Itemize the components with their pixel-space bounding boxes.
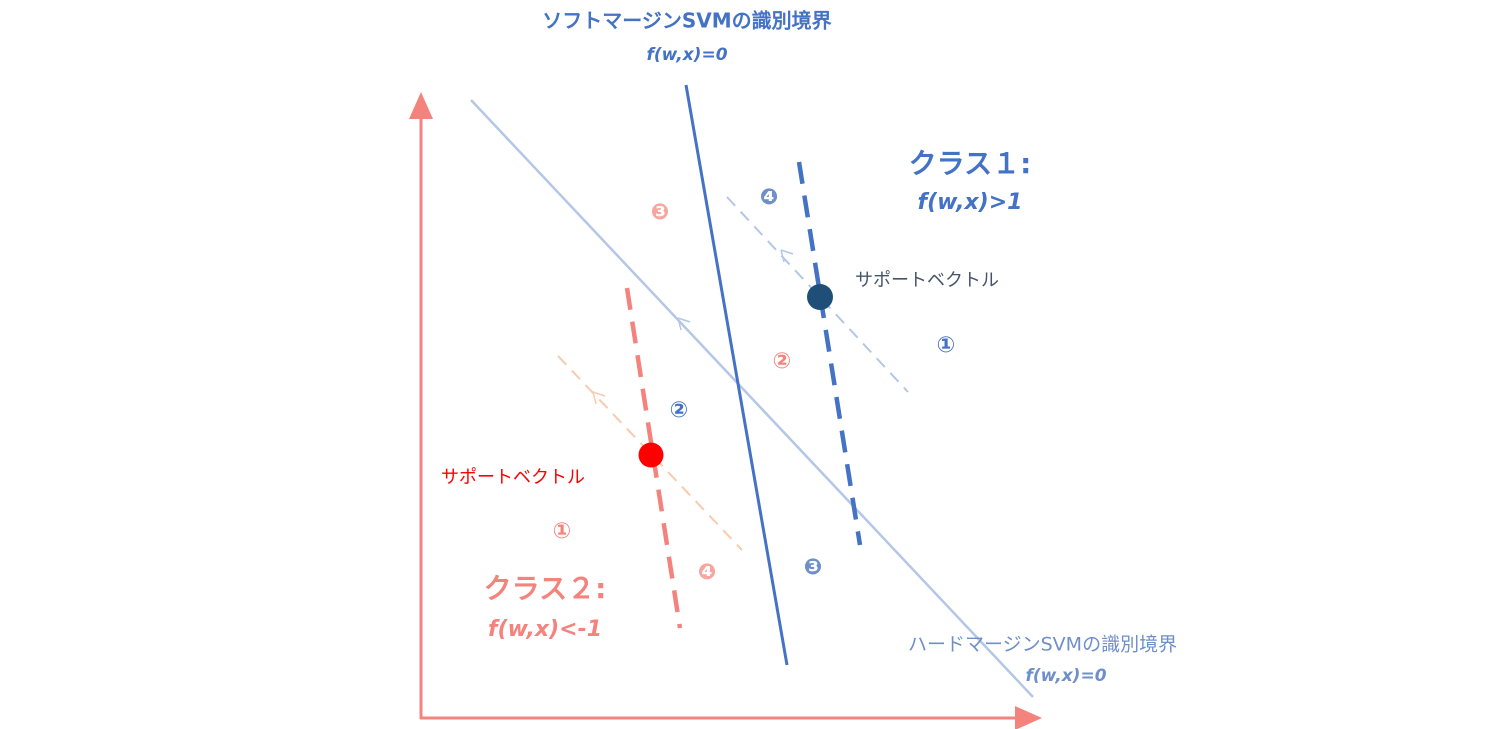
class2-guide bbox=[557, 355, 743, 551]
class1-region: ② bbox=[670, 398, 689, 423]
soft-title: ソフトマージンSVMの識別境界 bbox=[542, 9, 831, 33]
class1-formula: f(w,x)>1 bbox=[918, 190, 1023, 215]
class1-guide bbox=[726, 196, 909, 393]
class2-region: ② bbox=[773, 349, 792, 374]
class1-label: クラス１: bbox=[909, 147, 1032, 180]
class1-region: ❹ bbox=[760, 185, 779, 210]
class2-region: ❸ bbox=[651, 200, 670, 225]
class1-region: ❸ bbox=[804, 555, 823, 580]
arrow-head bbox=[677, 317, 691, 331]
soft-formula: f(w,x)=0 bbox=[646, 45, 727, 65]
soft-boundary bbox=[684, 84, 789, 666]
class1-region: ① bbox=[937, 333, 956, 358]
class1-margin bbox=[796, 161, 863, 546]
arrow-head bbox=[592, 391, 606, 405]
support-vector-1 bbox=[807, 284, 833, 310]
class2-support-label: サポートベクトル bbox=[441, 467, 585, 488]
arrow-head bbox=[780, 249, 794, 263]
class2-formula: f(w,x)<-1 bbox=[488, 617, 602, 642]
hard-boundary bbox=[470, 99, 1034, 698]
class1-support-label: サポートベクトル bbox=[855, 270, 999, 291]
hard-formula: f(w,x)=0 bbox=[1025, 666, 1106, 686]
class2-region: ❹ bbox=[698, 560, 717, 585]
class2-region: ① bbox=[553, 519, 572, 544]
hard-title: ハードマージンSVMの識別境界 bbox=[908, 634, 1177, 656]
class2-label: クラス２: bbox=[484, 572, 607, 605]
support-vector-2 bbox=[638, 442, 664, 468]
